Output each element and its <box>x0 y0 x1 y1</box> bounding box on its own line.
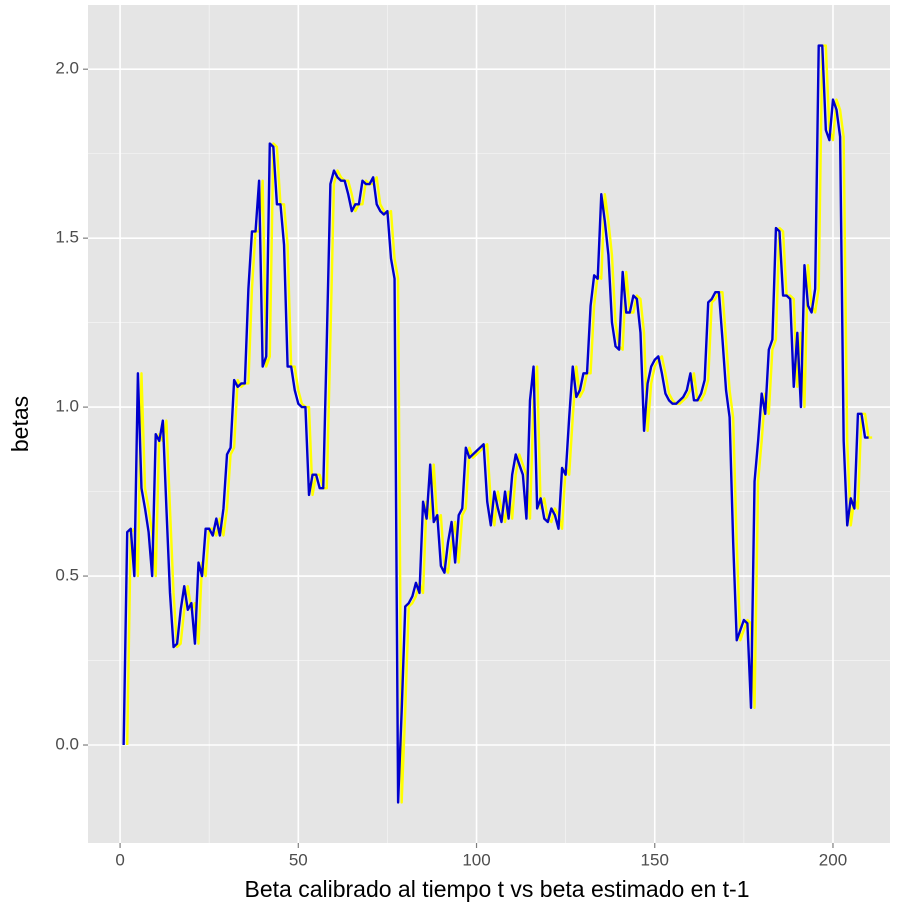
y-tick-label: 0.5 <box>55 566 79 585</box>
x-tick-label: 0 <box>115 850 124 869</box>
ticks: 0 50 100 150 200 0.0 0.5 1.0 1.5 2.0 <box>55 59 847 870</box>
x-axis-title: Beta calibrado al tiempo t vs beta estim… <box>244 876 749 902</box>
series-line <box>122 44 869 804</box>
plot-panel <box>88 5 890 843</box>
x-tick-label: 50 <box>289 850 308 869</box>
y-tick-label: 1.0 <box>55 397 79 416</box>
x-tick-label: 200 <box>819 850 847 869</box>
y-tick-label: 2.0 <box>55 59 79 78</box>
y-tick-label: 1.5 <box>55 228 79 247</box>
y-tick-label: 0.0 <box>55 734 79 753</box>
x-tick-label: 100 <box>462 850 490 869</box>
series-line <box>126 44 873 804</box>
x-tick-label: 150 <box>641 850 669 869</box>
y-axis-title: betas <box>7 396 33 452</box>
grid <box>88 5 890 843</box>
lines <box>122 44 873 804</box>
